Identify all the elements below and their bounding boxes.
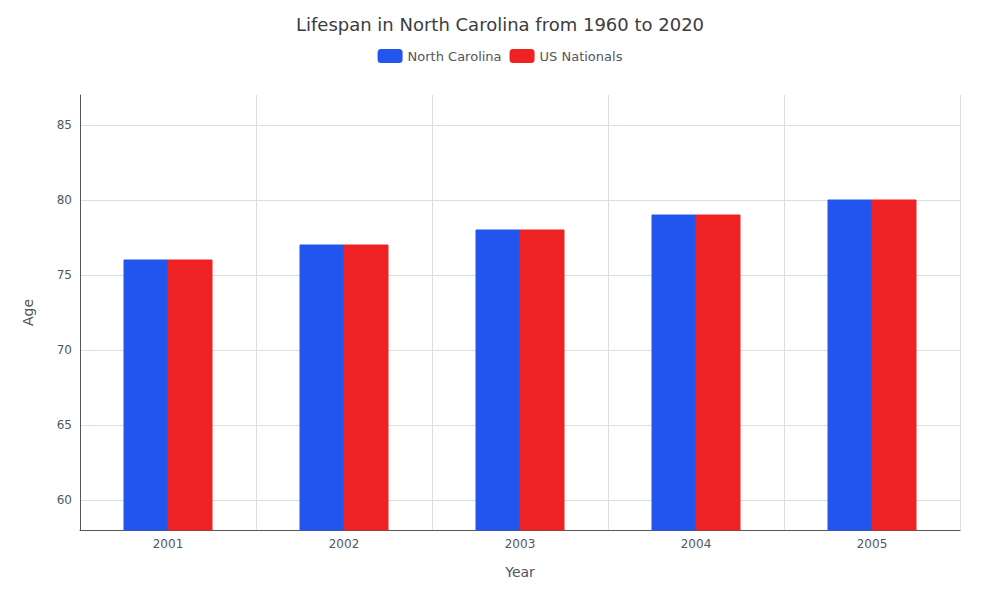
svg-text:2002: 2002 xyxy=(329,537,360,551)
svg-text:60: 60 xyxy=(57,493,72,507)
svg-text:2004: 2004 xyxy=(681,537,712,551)
svg-text:65: 65 xyxy=(57,418,72,432)
svg-text:2005: 2005 xyxy=(857,537,888,551)
svg-text:2001: 2001 xyxy=(153,537,184,551)
svg-text:70: 70 xyxy=(57,343,72,357)
svg-text:80: 80 xyxy=(57,193,72,207)
svg-text:85: 85 xyxy=(57,118,72,132)
svg-text:2003: 2003 xyxy=(505,537,536,551)
svg-text:Lifespan in North Carolina fro: Lifespan in North Carolina from 1960 to … xyxy=(296,14,704,35)
svg-text:75: 75 xyxy=(57,268,72,282)
svg-text:Age: Age xyxy=(20,299,36,326)
svg-text:US Nationals: US Nationals xyxy=(540,49,623,64)
svg-text:Year: Year xyxy=(504,564,535,580)
svg-text:North Carolina: North Carolina xyxy=(408,49,502,64)
